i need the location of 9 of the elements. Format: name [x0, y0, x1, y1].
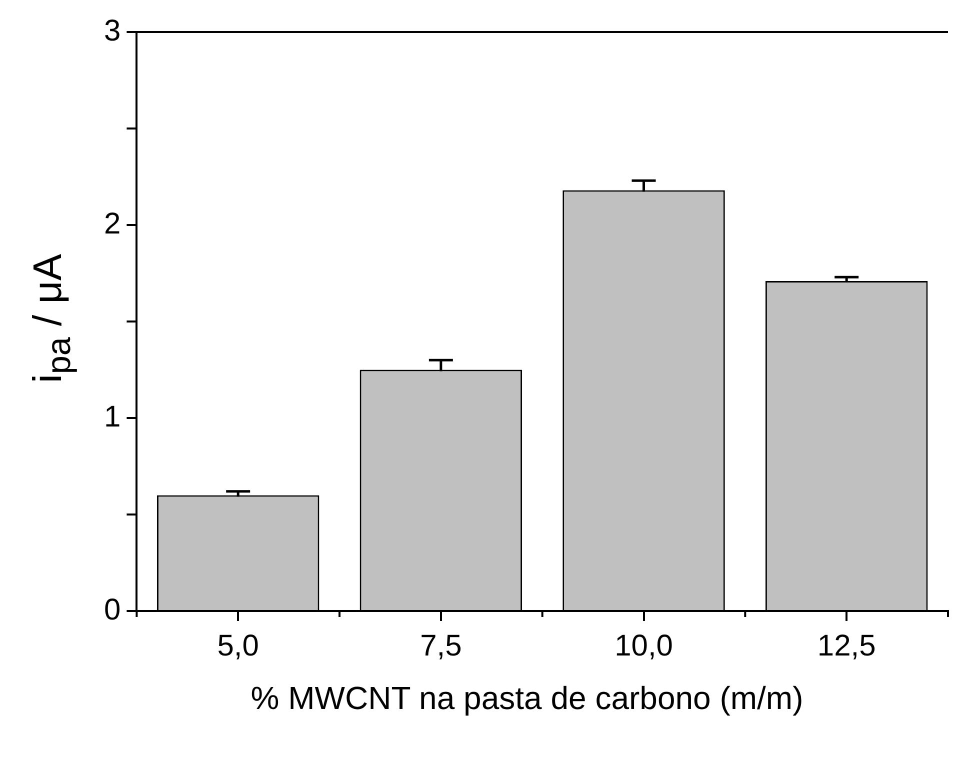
y-tick-label: 3 [104, 14, 121, 48]
x-tick-label: 10,0 [614, 629, 673, 662]
x-tick-label: 5,0 [217, 629, 259, 662]
x-axis-title: % MWCNT na pasta de carbono (m/m) [250, 680, 804, 717]
y-tick-label: 0 [104, 593, 121, 626]
x-tick-label: 7,5 [420, 629, 462, 662]
y-tick-label: 2 [104, 207, 121, 240]
x-tick-label: 12,5 [817, 629, 876, 662]
y-tick-label: 1 [104, 400, 121, 434]
